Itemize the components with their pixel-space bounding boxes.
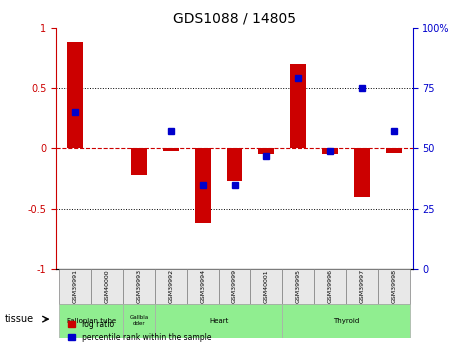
Bar bbox=[68, 42, 83, 148]
Bar bbox=[163, 148, 179, 151]
Text: tissue: tissue bbox=[5, 314, 34, 324]
FancyBboxPatch shape bbox=[282, 269, 314, 304]
FancyBboxPatch shape bbox=[123, 269, 155, 304]
Bar bbox=[322, 148, 338, 154]
Bar bbox=[290, 64, 306, 148]
Bar bbox=[227, 148, 242, 181]
FancyBboxPatch shape bbox=[60, 304, 123, 338]
FancyBboxPatch shape bbox=[219, 269, 250, 304]
FancyBboxPatch shape bbox=[314, 269, 346, 304]
Bar bbox=[131, 148, 147, 175]
Text: GSM39994: GSM39994 bbox=[200, 269, 205, 303]
FancyBboxPatch shape bbox=[187, 269, 219, 304]
Bar bbox=[354, 148, 370, 197]
Text: Heart: Heart bbox=[209, 318, 228, 324]
Bar bbox=[386, 148, 401, 153]
Text: Fallopian tube: Fallopian tube bbox=[67, 318, 116, 324]
Legend: log ratio, percentile rank within the sample: log ratio, percentile rank within the sa… bbox=[65, 317, 214, 345]
Text: GSM39998: GSM39998 bbox=[391, 269, 396, 303]
FancyBboxPatch shape bbox=[123, 304, 155, 338]
FancyBboxPatch shape bbox=[346, 269, 378, 304]
Text: Gallbla
dder: Gallbla dder bbox=[129, 315, 149, 326]
Text: GSM40001: GSM40001 bbox=[264, 269, 269, 303]
Text: GSM39993: GSM39993 bbox=[136, 269, 142, 303]
FancyBboxPatch shape bbox=[155, 304, 282, 338]
Text: GSM39991: GSM39991 bbox=[73, 269, 78, 303]
FancyBboxPatch shape bbox=[155, 269, 187, 304]
FancyBboxPatch shape bbox=[282, 304, 409, 338]
Text: GSM39996: GSM39996 bbox=[327, 269, 333, 303]
Text: Thyroid: Thyroid bbox=[333, 318, 359, 324]
Text: GSM39995: GSM39995 bbox=[295, 269, 301, 303]
FancyBboxPatch shape bbox=[250, 269, 282, 304]
Text: GSM39999: GSM39999 bbox=[232, 269, 237, 303]
Text: GSM40000: GSM40000 bbox=[105, 269, 110, 303]
Text: GSM39997: GSM39997 bbox=[359, 269, 364, 303]
Bar bbox=[195, 148, 211, 223]
FancyBboxPatch shape bbox=[378, 269, 409, 304]
Text: GSM39992: GSM39992 bbox=[168, 269, 174, 303]
FancyBboxPatch shape bbox=[91, 269, 123, 304]
Title: GDS1088 / 14805: GDS1088 / 14805 bbox=[173, 11, 296, 25]
FancyBboxPatch shape bbox=[60, 269, 91, 304]
Bar bbox=[258, 148, 274, 154]
